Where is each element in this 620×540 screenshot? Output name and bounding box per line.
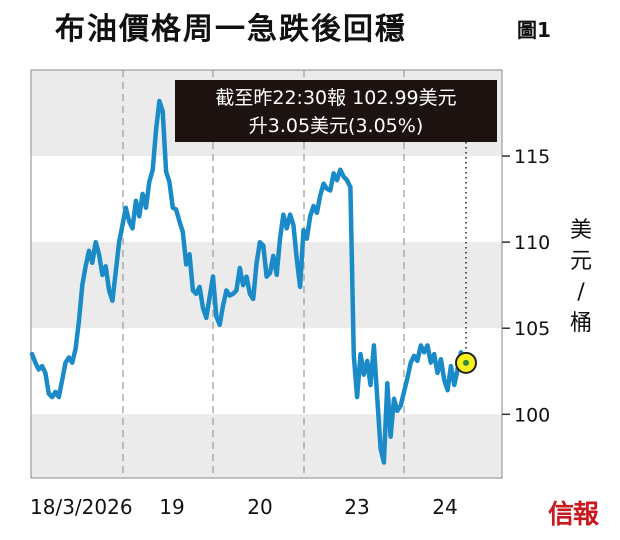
y-tick-label: 105 xyxy=(514,318,550,340)
y-axis: 100 105 110 115 xyxy=(502,146,550,426)
series-line-brent xyxy=(29,98,464,465)
y-tick-label: 110 xyxy=(514,232,550,254)
price-callout: 截至昨22:30報 102.99美元 升3.05美元(3.05%) xyxy=(175,80,497,142)
x-tick-label: 24 xyxy=(432,495,457,519)
y-tick-label: 100 xyxy=(514,404,550,426)
hkej-logo: 信報 xyxy=(548,500,599,530)
x-axis: 18/3/2026 19 20 23 24 xyxy=(30,495,458,519)
figure-number: 圖1 xyxy=(517,18,551,42)
plot-frame xyxy=(30,69,503,479)
last-price-marker-center xyxy=(463,359,469,366)
y-axis-unit-label: 美 元 / 桶 xyxy=(569,218,592,336)
callout-line-1: 截至昨22:30報 102.99美元 xyxy=(215,87,457,109)
x-tick-label: 19 xyxy=(159,495,184,519)
plot-band xyxy=(31,414,502,478)
x-tick-label: 20 xyxy=(247,495,272,519)
chart-title: 布油價格周一急跌後回穩 xyxy=(55,12,407,47)
x-tick-label: 18/3/2026 xyxy=(30,495,133,519)
callout-line-2: 升3.05美元(3.05%) xyxy=(248,115,424,137)
y-tick-label: 115 xyxy=(514,146,550,168)
x-tick-label: 23 xyxy=(344,495,369,519)
plot-band xyxy=(31,328,502,415)
day-separators xyxy=(122,70,405,478)
plot-band xyxy=(31,156,502,243)
